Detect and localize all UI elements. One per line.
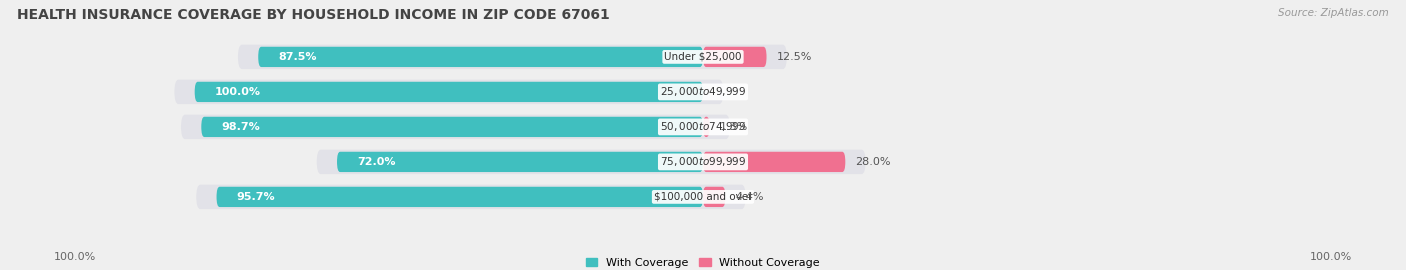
Text: $75,000 to $99,999: $75,000 to $99,999: [659, 156, 747, 168]
FancyBboxPatch shape: [259, 47, 703, 67]
FancyBboxPatch shape: [217, 187, 703, 207]
FancyBboxPatch shape: [197, 185, 745, 209]
Text: 1.3%: 1.3%: [720, 122, 748, 132]
FancyBboxPatch shape: [194, 82, 703, 102]
Text: Under $25,000: Under $25,000: [664, 52, 742, 62]
Legend: With Coverage, Without Coverage: With Coverage, Without Coverage: [582, 254, 824, 270]
FancyBboxPatch shape: [316, 150, 866, 174]
Text: $25,000 to $49,999: $25,000 to $49,999: [659, 85, 747, 98]
Text: 12.5%: 12.5%: [776, 52, 813, 62]
FancyBboxPatch shape: [181, 115, 730, 139]
FancyBboxPatch shape: [174, 80, 723, 104]
Text: 100.0%: 100.0%: [215, 87, 262, 97]
Text: $50,000 to $74,999: $50,000 to $74,999: [659, 120, 747, 133]
Text: 100.0%: 100.0%: [1310, 252, 1353, 262]
FancyBboxPatch shape: [238, 45, 787, 69]
Text: 98.7%: 98.7%: [222, 122, 260, 132]
Text: 100.0%: 100.0%: [53, 252, 96, 262]
FancyBboxPatch shape: [703, 187, 725, 207]
Text: 72.0%: 72.0%: [357, 157, 396, 167]
Text: 28.0%: 28.0%: [855, 157, 891, 167]
Text: $100,000 and over: $100,000 and over: [654, 192, 752, 202]
FancyBboxPatch shape: [703, 117, 710, 137]
Text: HEALTH INSURANCE COVERAGE BY HOUSEHOLD INCOME IN ZIP CODE 67061: HEALTH INSURANCE COVERAGE BY HOUSEHOLD I…: [17, 8, 610, 22]
FancyBboxPatch shape: [703, 152, 845, 172]
Text: Source: ZipAtlas.com: Source: ZipAtlas.com: [1278, 8, 1389, 18]
FancyBboxPatch shape: [337, 152, 703, 172]
FancyBboxPatch shape: [703, 47, 766, 67]
Text: 87.5%: 87.5%: [278, 52, 316, 62]
FancyBboxPatch shape: [201, 117, 703, 137]
Text: 4.4%: 4.4%: [735, 192, 763, 202]
Text: 95.7%: 95.7%: [236, 192, 276, 202]
